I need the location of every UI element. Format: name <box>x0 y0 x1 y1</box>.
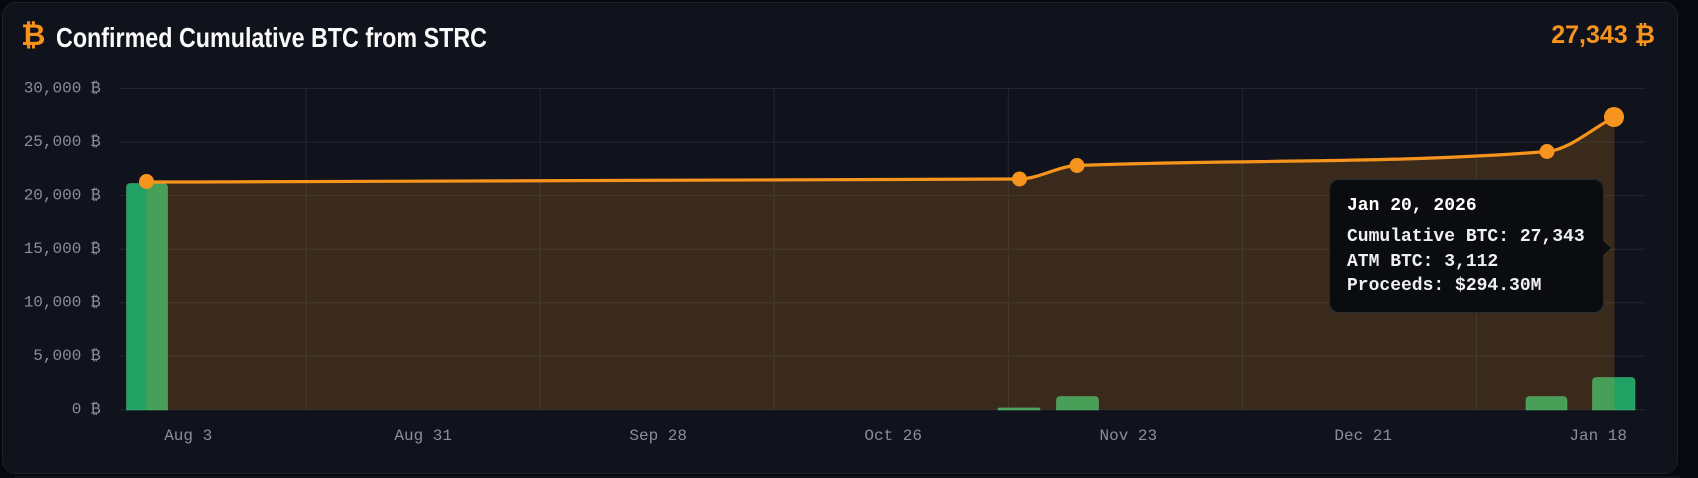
svg-text:Sep 28: Sep 28 <box>629 427 687 445</box>
svg-text:0 ₿: 0 ₿ <box>72 401 101 419</box>
svg-text:Nov 23: Nov 23 <box>1099 427 1157 445</box>
svg-text:10,000 ₿: 10,000 ₿ <box>24 294 101 312</box>
svg-text:20,000 ₿: 20,000 ₿ <box>24 186 101 204</box>
svg-text:Jan 18: Jan 18 <box>1569 427 1627 445</box>
svg-text:Dec 21: Dec 21 <box>1334 427 1392 445</box>
svg-text:30,000 ₿: 30,000 ₿ <box>24 79 101 97</box>
svg-text:25,000 ₿: 25,000 ₿ <box>24 133 101 151</box>
svg-text:Aug 3: Aug 3 <box>164 427 212 445</box>
svg-text:5,000 ₿: 5,000 ₿ <box>33 347 101 365</box>
svg-text:Aug 31: Aug 31 <box>394 427 452 445</box>
svg-text:Oct 26: Oct 26 <box>864 427 922 445</box>
svg-text:15,000 ₿: 15,000 ₿ <box>24 240 101 258</box>
